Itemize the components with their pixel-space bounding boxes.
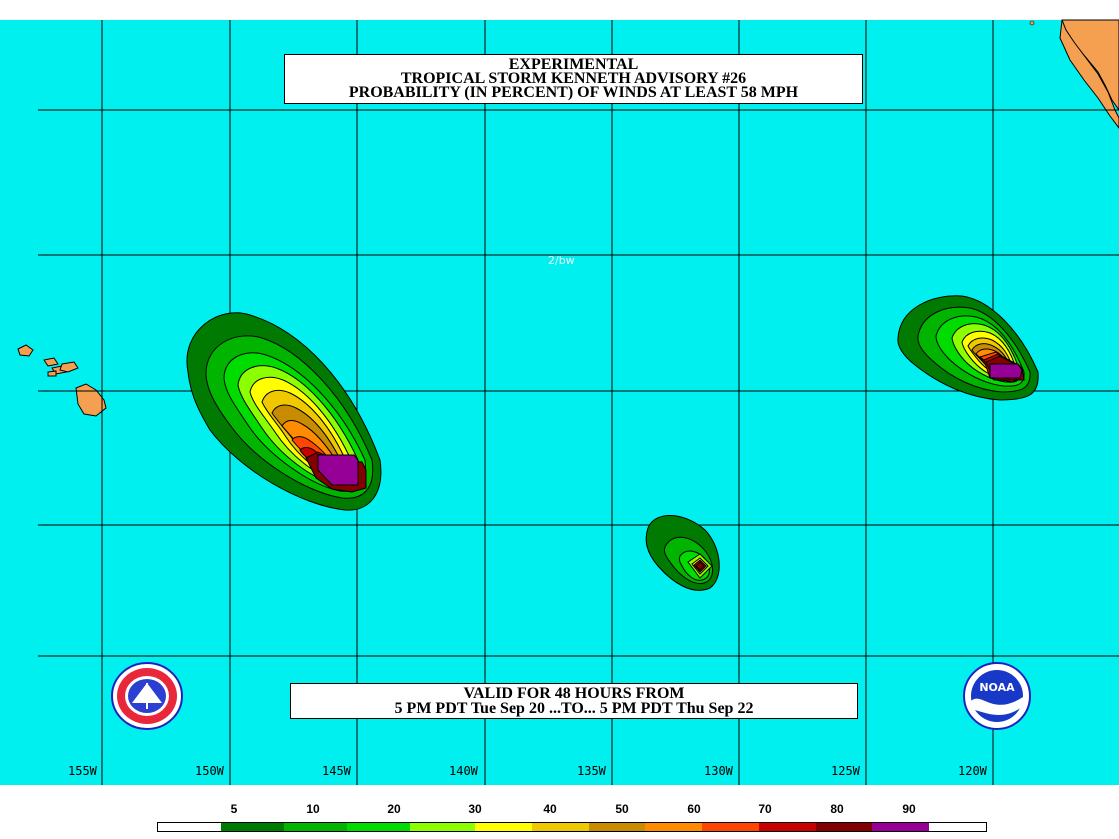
legend-swatch	[158, 823, 222, 831]
legend-swatch	[645, 823, 703, 831]
legend-tick: 10	[306, 802, 320, 816]
legend-swatch	[221, 823, 285, 831]
valid-line-2: 5 PM PDT Tue Sep 20 ...TO... 5 PM PDT Th…	[394, 700, 754, 717]
valid-period-box: VALID FOR 48 HOURS FROM 5 PM PDT Tue Sep…	[290, 683, 858, 719]
nws-logo-icon	[111, 662, 183, 730]
legend-swatch	[284, 823, 348, 831]
legend-tick: 50	[615, 802, 629, 816]
legend-color-bar	[157, 822, 987, 832]
baja-peninsula	[1059, 19, 1119, 129]
legend-tick: 30	[468, 802, 482, 816]
lon-label: 150W	[195, 764, 224, 778]
legend-swatch	[347, 823, 411, 831]
lon-label: 140W	[449, 764, 478, 778]
legend-tick: 90	[902, 802, 916, 816]
title-line-2: TROPICAL STORM KENNETH ADVISORY #26	[400, 70, 747, 87]
probability-contour-east	[897, 295, 1039, 401]
legend-tick: 60	[687, 802, 701, 816]
legend-swatch	[531, 823, 589, 831]
legend-swatch	[929, 823, 986, 831]
legend-tick: 80	[830, 802, 844, 816]
title-line-3: PROBABILITY (IN PERCENT) OF WINDS AT LEA…	[348, 84, 799, 101]
valid-line-1: VALID FOR 48 HOURS FROM	[463, 685, 685, 702]
title-box: EXPERIMENTAL TROPICAL STORM KENNETH ADVI…	[284, 54, 863, 104]
legend-swatch	[758, 823, 816, 831]
legend-swatch	[588, 823, 646, 831]
ocean	[0, 20, 1119, 785]
lon-label: 130W	[704, 764, 733, 778]
legend-tick: 40	[543, 802, 557, 816]
legend-swatch	[410, 823, 475, 831]
lon-label: 125W	[831, 764, 860, 778]
legend-tick: 20	[387, 802, 401, 816]
noaa-logo-icon: NOAA	[963, 662, 1031, 730]
lon-label: 120W	[958, 764, 987, 778]
legend-swatch	[474, 823, 532, 831]
lon-label: 135W	[577, 764, 606, 778]
legend-swatch	[815, 823, 873, 831]
probability-contour-west	[186, 312, 382, 511]
legend-tick: 5	[230, 802, 238, 816]
title-line-1: EXPERIMENTAL	[508, 56, 639, 73]
probability-contour-central	[645, 515, 720, 591]
legend-tick: 70	[758, 802, 772, 816]
lon-label: 145W	[322, 764, 351, 778]
watermark: 2/bw	[548, 254, 575, 267]
legend-swatch	[872, 823, 930, 831]
legend-swatch	[702, 823, 759, 831]
lon-label: 155W	[68, 764, 97, 778]
hawaiian-islands	[17, 344, 107, 417]
svg-text:NOAA: NOAA	[979, 681, 1015, 694]
